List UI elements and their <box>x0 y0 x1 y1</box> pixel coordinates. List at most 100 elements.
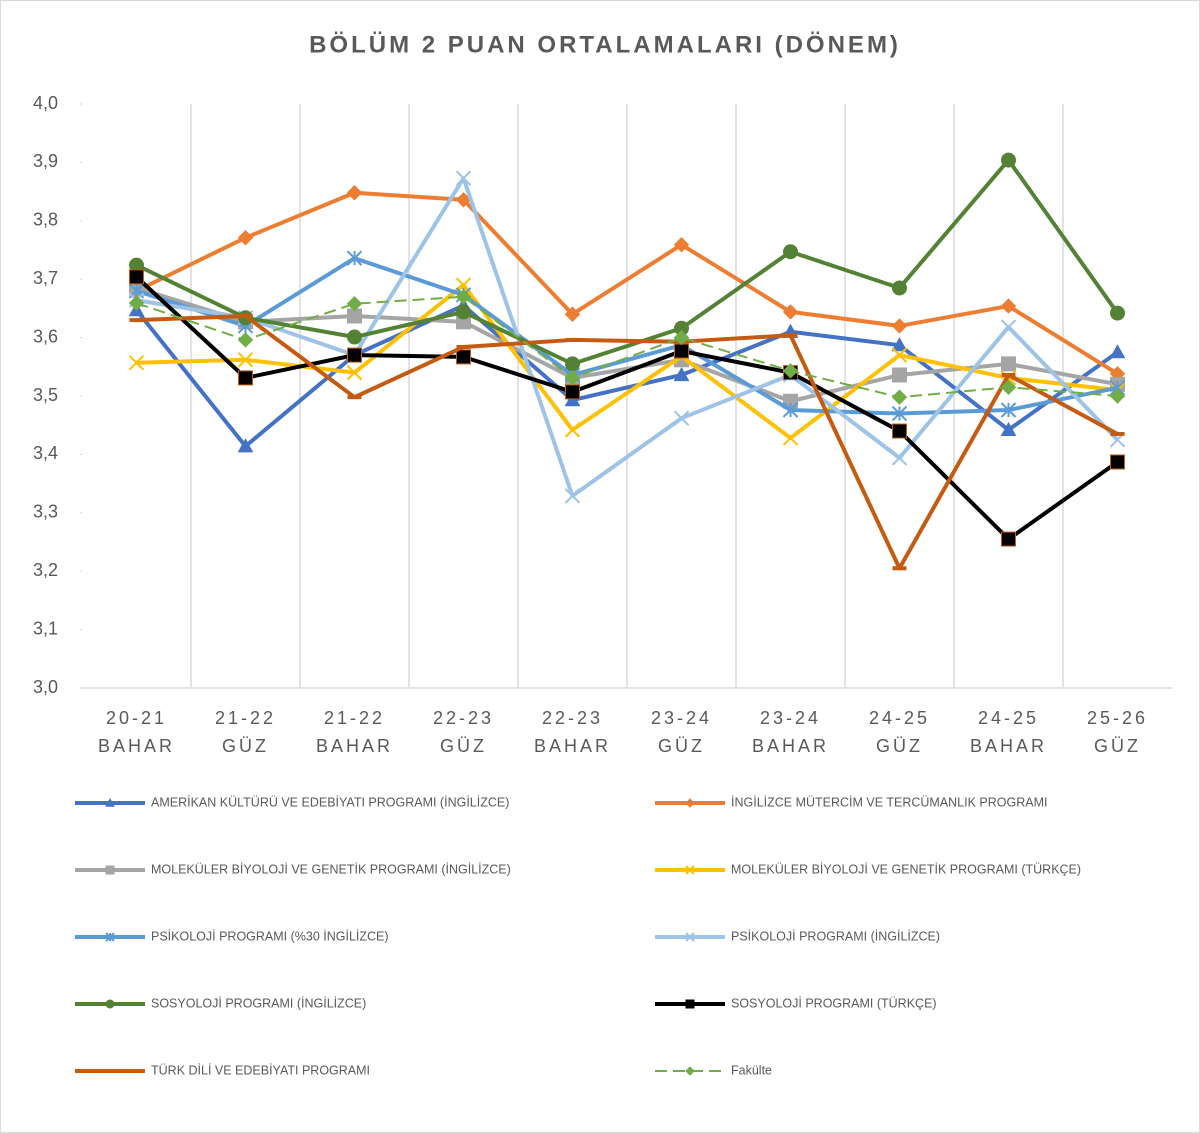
marker <box>673 237 690 253</box>
marker <box>892 280 907 296</box>
x-tick-label: 21-22 GÜZ <box>214 708 277 756</box>
marker <box>685 999 695 1009</box>
legend-label: PSİKOLOJİ PROGRAMI (%30 İNGİLİZCE) <box>151 929 389 943</box>
marker <box>1109 344 1126 359</box>
legend-item: SOSYOLOJİ PROGRAMI (İNGİLİZCE) <box>75 996 366 1010</box>
marker <box>685 865 695 875</box>
x-tick-label: 25-26 GÜZ <box>1086 708 1149 756</box>
marker <box>892 367 907 383</box>
y-tick-label: 3,9 <box>33 151 58 171</box>
series-line <box>136 295 1118 399</box>
y-tick-label: 3,2 <box>33 560 58 580</box>
x-tick-label: 23-24 BAHAR <box>751 708 829 756</box>
marker <box>891 450 908 466</box>
marker <box>105 932 115 942</box>
marker <box>237 438 254 453</box>
legend-item: MOLEKÜLER BİYOLOJİ VE GENETİK PROGRAMI (… <box>655 862 1081 876</box>
marker <box>783 244 798 260</box>
marker <box>128 355 145 371</box>
marker <box>346 185 363 201</box>
marker <box>346 364 363 381</box>
legend-item: Fakülte <box>655 1063 772 1077</box>
marker <box>891 389 908 405</box>
x-tick-label: 22-23 GÜZ <box>432 708 495 756</box>
x-tick-label: 24-25 BAHAR <box>969 708 1047 756</box>
marker <box>782 430 799 446</box>
series-line <box>135 286 1118 404</box>
marker <box>685 798 695 808</box>
legend-item: AMERİKAN KÜLTÜRÜ VE EDEBİYATI PROGRAMI (… <box>75 795 509 809</box>
marker <box>1000 421 1017 436</box>
legend-label: SOSYOLOJİ PROGRAMI (TÜRKÇE) <box>731 996 937 1010</box>
marker <box>129 269 144 285</box>
y-tick-label: 4,0 <box>33 93 58 113</box>
marker <box>1000 379 1017 395</box>
marker <box>891 337 908 352</box>
y-tick-label: 3,7 <box>33 268 58 288</box>
marker <box>456 349 471 365</box>
legend-label: SOSYOLOJİ PROGRAMI (İNGİLİZCE) <box>151 996 366 1010</box>
marker <box>456 304 471 320</box>
legend-label: MOLEKÜLER BİYOLOJİ VE GENETİK PROGRAMI (… <box>151 862 511 876</box>
legend-item: SOSYOLOJİ PROGRAMI (TÜRKÇE) <box>655 996 937 1010</box>
marker <box>1110 454 1125 470</box>
series-line <box>135 256 1118 416</box>
series <box>128 289 1126 405</box>
x-tick-label: 24-25 GÜZ <box>868 708 931 756</box>
marker <box>891 405 908 422</box>
y-tick-label: 3,5 <box>33 385 58 405</box>
marker <box>238 370 253 386</box>
marker <box>673 366 690 382</box>
y-tick-label: 3,3 <box>33 502 58 522</box>
marker <box>1000 402 1017 418</box>
marker <box>685 932 695 942</box>
x-tick-label: 22-23 BAHAR <box>533 708 611 756</box>
chart-title: BÖLÜM 2 PUAN ORTALAMALARI (DÖNEM) <box>309 31 901 58</box>
marker <box>105 865 115 875</box>
marker <box>1001 531 1016 547</box>
y-tick-label: 3,1 <box>33 618 58 638</box>
marker <box>1000 298 1017 314</box>
marker <box>685 1066 695 1076</box>
legend-item: PSİKOLOJİ PROGRAMI (İNGİLİZCE) <box>655 929 940 943</box>
marker <box>237 352 254 368</box>
y-tick-label: 3,4 <box>33 443 58 463</box>
marker <box>1109 388 1126 404</box>
marker <box>346 296 363 312</box>
marker <box>1001 356 1016 372</box>
marker <box>105 797 115 807</box>
marker <box>782 363 799 379</box>
legend-item: PSİKOLOJİ PROGRAMI (%30 İNGİLİZCE) <box>75 929 389 943</box>
series-line <box>136 313 1119 571</box>
marker <box>782 304 799 320</box>
y-tick-label: 3,8 <box>33 210 58 230</box>
marker <box>455 289 472 305</box>
marker <box>673 329 690 346</box>
marker <box>346 250 363 266</box>
legend-item: MOLEKÜLER BİYOLOJİ VE GENETİK PROGRAMI (… <box>75 862 511 876</box>
marker <box>565 356 580 372</box>
marker <box>1000 319 1017 335</box>
series-line <box>135 275 1119 542</box>
legend-label: MOLEKÜLER BİYOLOJİ VE GENETİK PROGRAMI (… <box>731 862 1081 876</box>
legend-item: TÜRK DİLİ VE EDEBİYATI PROGRAMI <box>75 1063 370 1077</box>
series-line <box>134 303 1119 449</box>
marker <box>891 347 908 363</box>
marker <box>128 295 145 311</box>
marker <box>564 422 581 438</box>
y-tick-label: 3,0 <box>33 677 58 697</box>
legend-item: İNGİLİZCE MÜTERCİM VE TERCÜMANLIK PROGRA… <box>655 795 1047 809</box>
marker <box>782 402 799 418</box>
legend-label: AMERİKAN KÜLTÜRÜ VE EDEBİYATI PROGRAMI (… <box>151 795 509 809</box>
marker <box>455 170 472 186</box>
marker <box>564 306 581 322</box>
marker <box>673 410 690 426</box>
x-tick-label: 20-21 BAHAR <box>97 708 175 756</box>
marker <box>1110 305 1125 321</box>
marker <box>891 318 908 334</box>
marker <box>347 347 362 363</box>
marker <box>892 423 907 439</box>
